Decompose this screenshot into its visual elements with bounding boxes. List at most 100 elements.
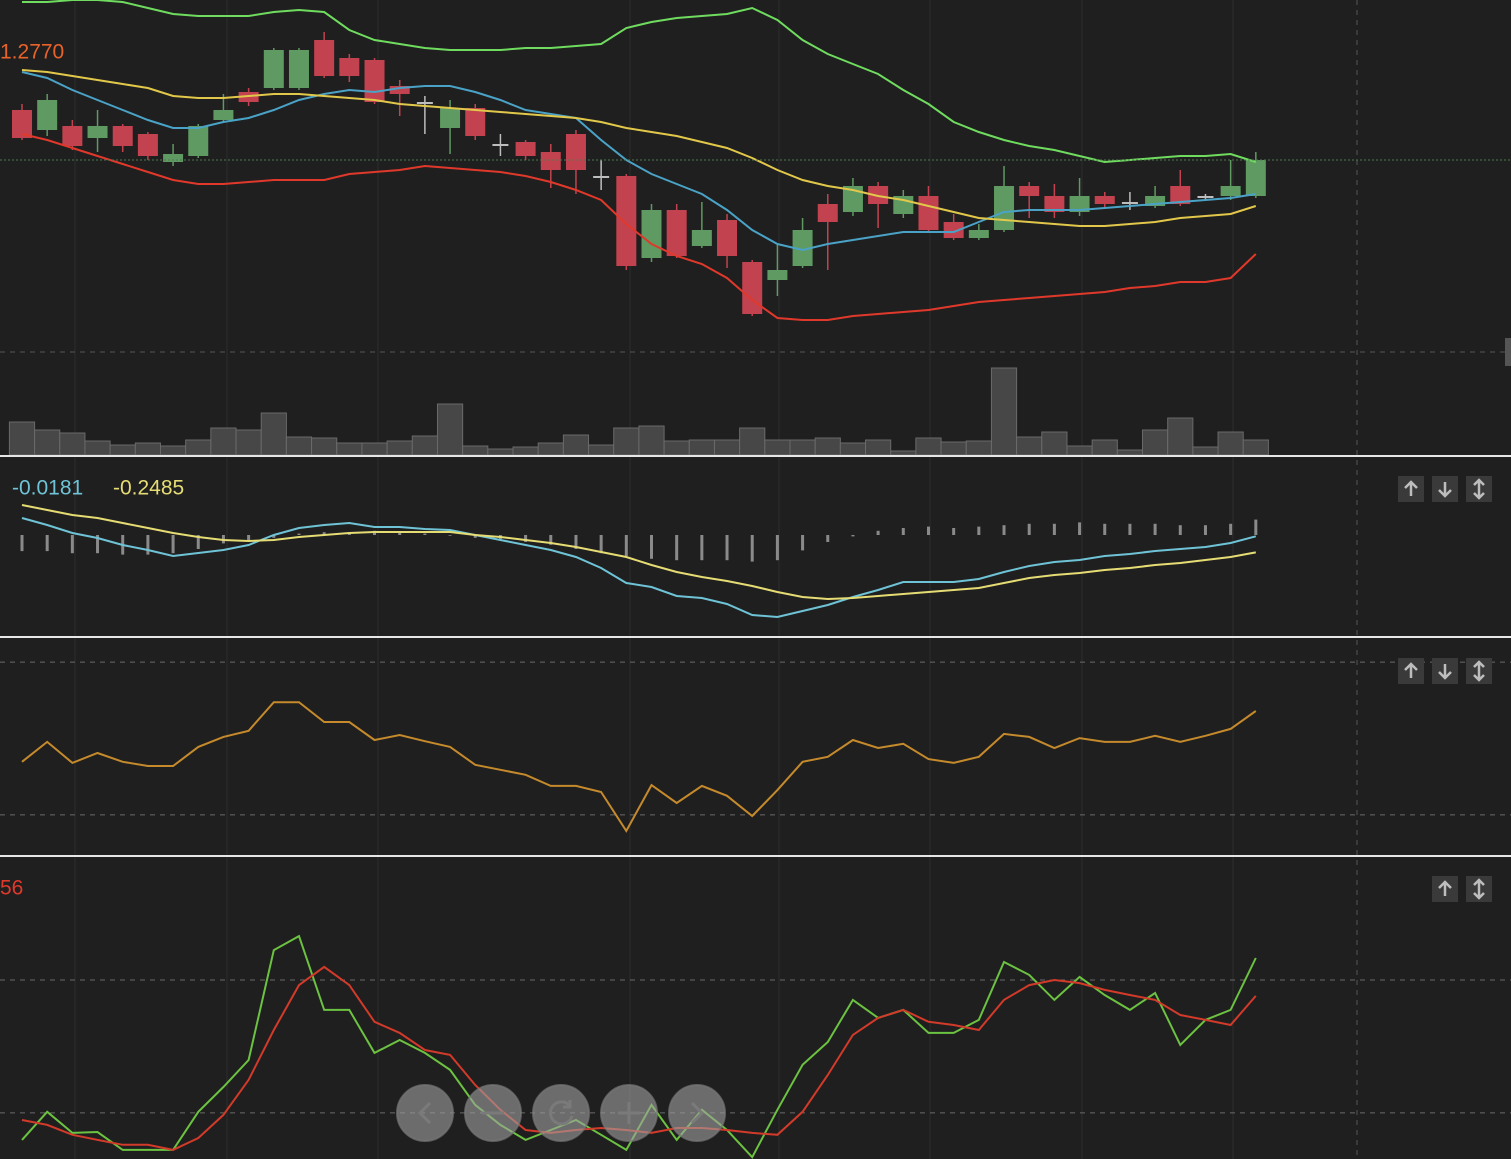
histogram-bar — [826, 535, 830, 542]
volume-bar — [1167, 417, 1194, 456]
candle-body — [416, 102, 433, 104]
histogram-bar — [20, 535, 24, 552]
candle-body — [515, 142, 536, 156]
candle-body — [62, 126, 83, 146]
resize-button[interactable] — [1466, 876, 1492, 902]
volume-bar — [739, 427, 766, 456]
volume-bar — [285, 436, 313, 456]
candle-body — [440, 108, 461, 128]
histogram-bar — [549, 535, 553, 545]
candle-body — [540, 152, 561, 170]
histogram-bar — [851, 535, 855, 537]
histogram-bar — [473, 535, 477, 538]
histogram-bar — [448, 535, 452, 536]
series-line — [21, 504, 1256, 601]
move-up-button[interactable] — [1398, 658, 1424, 684]
resize-button[interactable] — [1466, 658, 1492, 684]
histogram-bar — [1078, 522, 1082, 535]
volume-bar — [487, 448, 514, 456]
volume-bar — [34, 429, 61, 456]
volume-bar — [1217, 431, 1244, 456]
histogram-bar — [700, 535, 704, 561]
time-grid — [74, 0, 1234, 1159]
volume-bar — [109, 444, 136, 456]
candle-body — [593, 176, 610, 178]
value-label: 1.2770 — [0, 41, 64, 64]
scroll-left-button[interactable] — [396, 1084, 454, 1142]
volume-bar — [134, 442, 161, 456]
pane-controls — [1398, 476, 1492, 902]
volume-bar — [1242, 439, 1269, 456]
series-line — [21, 701, 1257, 833]
move-down-button[interactable] — [1432, 658, 1458, 684]
histogram-bar — [398, 532, 402, 535]
candle-body — [1094, 196, 1115, 204]
volume-bar — [1091, 439, 1118, 456]
histogram-bar — [801, 535, 805, 551]
volume-bar — [260, 412, 287, 456]
volume-bar — [839, 442, 867, 456]
candle-body — [1245, 160, 1266, 196]
volume-bar — [890, 450, 917, 456]
candle-body — [616, 176, 637, 266]
scroll-handle — [1505, 338, 1511, 366]
volume-bar — [1066, 445, 1093, 456]
candle-body — [87, 126, 108, 138]
histogram-bar — [171, 535, 175, 554]
volume-bar — [537, 442, 564, 456]
histogram-bar — [650, 535, 653, 559]
candle-body — [641, 210, 662, 258]
candle-body — [263, 50, 284, 88]
histogram-bar — [952, 528, 956, 535]
candle-body — [1019, 186, 1040, 196]
move-down-button[interactable] — [1432, 476, 1458, 502]
reset-button[interactable] — [532, 1084, 590, 1142]
candle-body — [1145, 196, 1166, 206]
volume-bar — [8, 421, 36, 456]
move-up-button[interactable] — [1398, 476, 1424, 502]
candle-body — [288, 50, 309, 88]
scroll-right-button[interactable] — [668, 1084, 726, 1142]
series-line — [21, 133, 1257, 321]
zoom-out-button[interactable] — [464, 1084, 522, 1142]
resize-button[interactable] — [1466, 476, 1492, 502]
histogram-bar — [901, 528, 905, 535]
candle-body — [994, 186, 1015, 230]
candle-body — [842, 186, 863, 212]
zoom-in-button[interactable] — [600, 1084, 658, 1142]
volume-bar — [990, 367, 1018, 456]
candle-body — [792, 230, 813, 266]
volume-bar — [688, 439, 715, 456]
value-label: -0.2485 — [113, 477, 184, 500]
histogram-bar — [624, 535, 628, 556]
candle-body — [1220, 186, 1241, 196]
volume-bar — [436, 403, 464, 456]
histogram-bar — [750, 535, 754, 562]
candle-body — [742, 262, 763, 314]
volume-bar — [1041, 431, 1068, 456]
histogram-bar — [45, 535, 49, 552]
histogram-bar — [926, 526, 930, 535]
volume-bar — [588, 444, 615, 456]
candle-body — [817, 204, 838, 222]
volume-bar — [814, 437, 841, 456]
histogram-bar — [675, 535, 679, 561]
move-up-button[interactable] — [1432, 876, 1458, 902]
histogram-bar — [725, 535, 729, 561]
histogram-bar — [146, 535, 150, 555]
histogram-bar — [70, 535, 74, 554]
volume-bar — [336, 442, 363, 456]
candle-body — [12, 110, 32, 138]
value-label: -0.0181 — [12, 477, 83, 500]
candle-body — [339, 58, 360, 76]
volume-bar — [462, 445, 489, 456]
candle-body — [112, 126, 133, 146]
candle-body — [943, 222, 964, 238]
volume-bar — [613, 427, 640, 456]
candle-body — [918, 196, 939, 230]
series-line — [21, 517, 1257, 619]
histogram-bar — [322, 532, 326, 535]
candle-body — [137, 134, 158, 156]
candle-body — [666, 210, 687, 256]
